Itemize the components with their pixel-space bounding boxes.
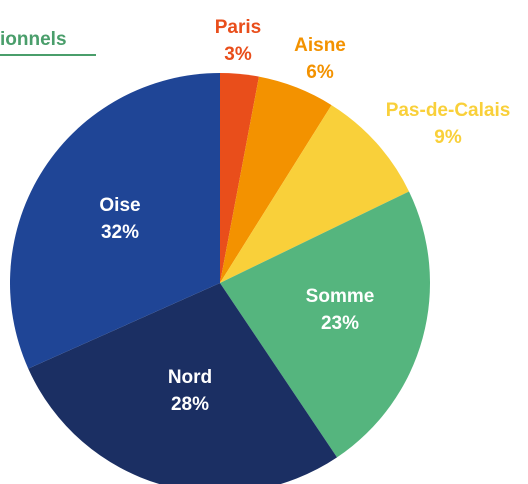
chart-title: ionnels: [0, 29, 67, 50]
pie-slice: [220, 105, 410, 284]
slice-value-label: 28%: [171, 394, 209, 415]
pie-slice: [10, 73, 221, 369]
slice-label: Oise: [99, 195, 140, 216]
pie-slice: [220, 76, 332, 283]
pie-slice: [28, 283, 338, 484]
slice-value-label: 23%: [321, 313, 359, 334]
slice-value-label: 3%: [224, 44, 252, 65]
slice-label: Pas-de-Calais: [386, 100, 511, 121]
slice-value-label: 6%: [306, 62, 334, 83]
slice-value-label: 32%: [101, 222, 139, 243]
pie-slice: [220, 73, 259, 283]
pie-slice: [220, 191, 430, 458]
slice-label: Aisne: [294, 35, 346, 56]
slice-label: Nord: [168, 367, 212, 388]
slice-value-label: 9%: [434, 127, 462, 148]
slice-label: Somme: [306, 286, 375, 307]
slice-label: Paris: [215, 17, 261, 38]
